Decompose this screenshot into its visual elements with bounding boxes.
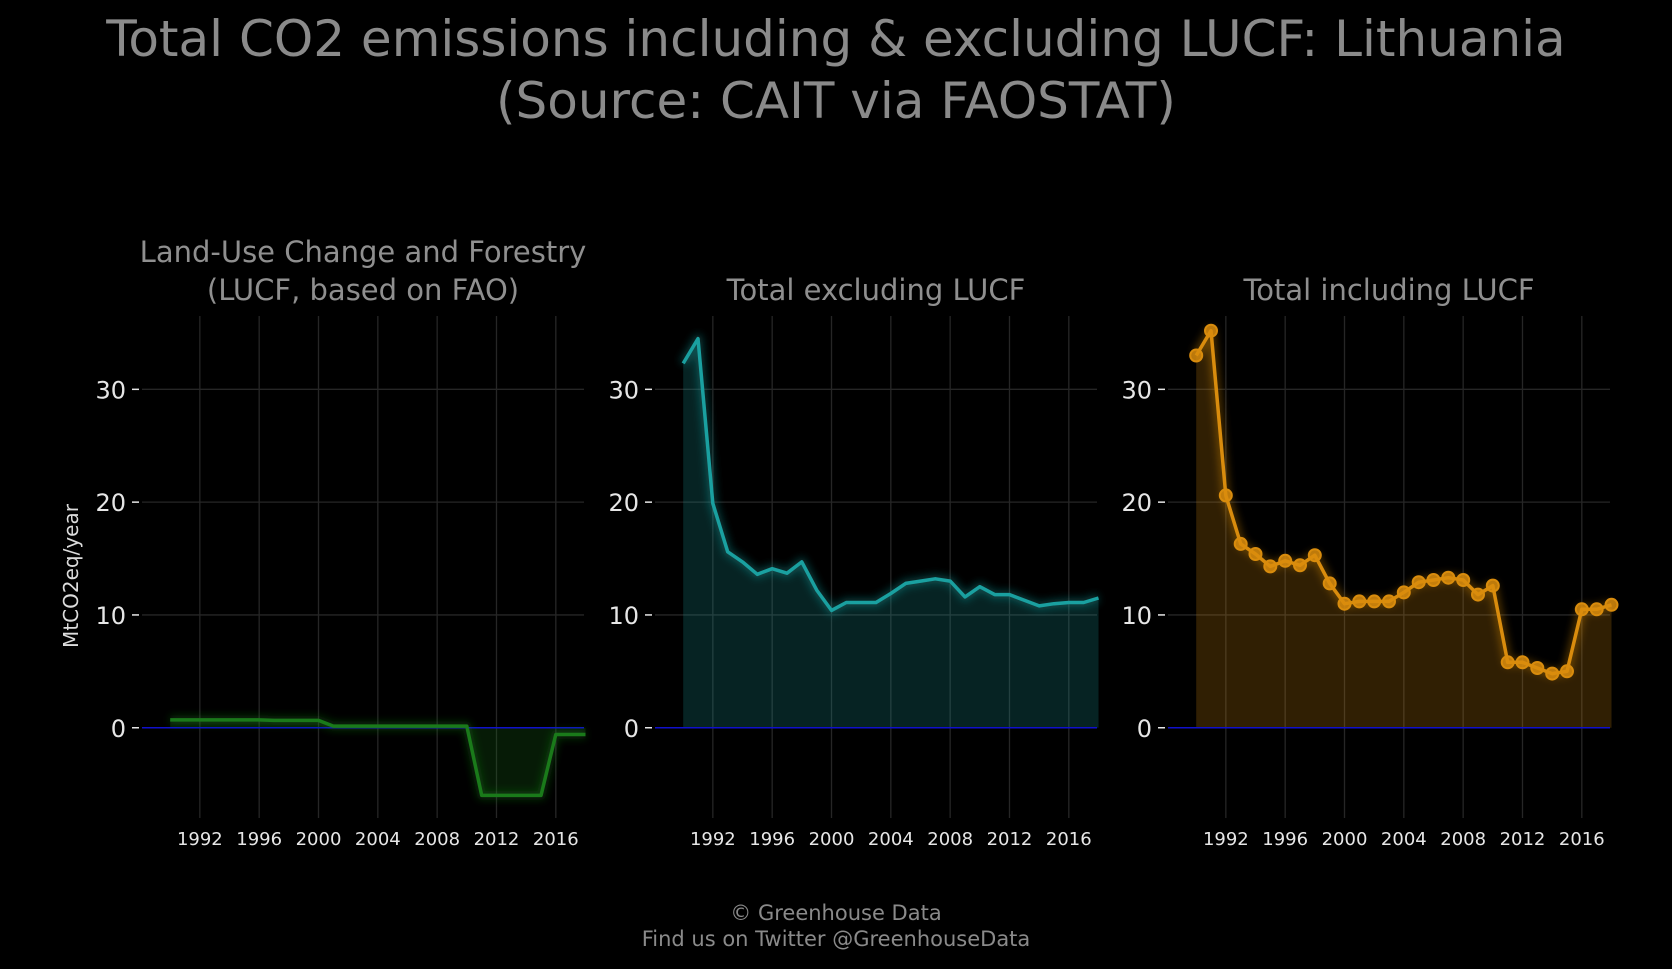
data-point [1515,655,1530,670]
x-tick-label: 2016 [533,829,579,850]
panel-title-line: Land-Use Change and Forestry [140,235,587,269]
data-point [1278,553,1293,568]
x-tick-label: 1996 [236,829,282,850]
series-line [681,336,1100,613]
data-point [1485,578,1500,593]
data-point [1307,548,1322,563]
panel-1: Land-Use Change and Forestry (LUCF, based… [95,235,586,850]
y-tick-label: 30 [608,376,639,404]
data-point [1411,575,1426,590]
data-point [1471,587,1485,602]
data-point [1233,536,1248,551]
y-tick-label: 20 [95,489,126,517]
x-tick-label: 2004 [868,829,914,850]
data-point [1456,573,1471,587]
data-point [1263,559,1278,574]
data-point [1604,597,1619,612]
data-point [1589,602,1604,617]
series-line [170,718,586,798]
footer-copyright: © Greenhouse Data [730,901,942,925]
x-tick-label: 2008 [1440,829,1486,850]
data-point [1530,661,1545,675]
x-tick-label: 2008 [927,829,973,850]
y-tick-label: 10 [95,602,126,630]
chart-title: Total CO2 emissions including & excludin… [0,8,1672,132]
y-tick-label: 0 [624,715,639,743]
y-tick-label: 30 [1121,376,1152,404]
series-area [683,338,1099,728]
data-point [1218,488,1233,503]
chart-title-line-1: Total CO2 emissions including & excludin… [106,10,1566,68]
x-tick-label: 2004 [355,829,401,850]
x-tick-label: 2012 [1500,829,1546,850]
series-area [1196,330,1612,728]
data-point [1367,594,1382,609]
panel-2: Total excluding LUCF 0 10 20 30 1992 1996 2000 2… [608,273,1100,850]
x-tick-label: 1992 [177,829,223,850]
data-point [1574,602,1589,617]
data-point [1337,596,1352,611]
x-tick-label: 2016 [1559,829,1605,850]
x-tick-label: 2000 [1322,829,1368,850]
footer-twitter: Find us on Twitter @GreenhouseData [641,927,1031,951]
data-point [1500,655,1515,670]
y-tick-label: 10 [608,602,639,630]
data-point [1382,594,1396,609]
x-tick-label: 1996 [1262,829,1308,850]
x-tick-label: 2012 [474,829,520,850]
x-tick-label: 1996 [749,829,795,850]
panel-title-line: Total including LUCF [1242,273,1534,307]
panel-title-line: Total excluding LUCF [726,273,1026,307]
x-tick-label: 2016 [1046,829,1092,850]
panel-title-line: (LUCF, based on FAO) [207,273,519,307]
data-point [1322,576,1337,591]
data-point [1352,594,1367,609]
x-tick-label: 2012 [987,829,1033,850]
panel-3: Total including LUCF 0 10 20 30 1992 1996 2000 2… [1121,273,1619,850]
data-point [1204,323,1218,338]
data-point [1396,585,1411,600]
data-point [1560,664,1574,679]
x-tick-label: 2008 [414,829,460,850]
x-tick-label: 1992 [1203,829,1249,850]
x-tick-label: 1992 [690,829,736,850]
data-point [1248,547,1263,561]
y-tick-label: 0 [1137,715,1152,743]
chart-title-line-2: (Source: CAIT via FAOSTAT) [496,72,1176,130]
data-point [1189,348,1204,363]
y-axis-label: MtCO2eq/year [59,503,83,648]
y-tick-label: 20 [1121,489,1152,517]
x-tick-label: 2000 [809,829,855,850]
x-tick-label: 2000 [296,829,342,850]
data-point [1441,570,1456,585]
y-tick-label: 0 [111,715,126,743]
data-point [1293,558,1307,573]
x-tick-label: 2004 [1381,829,1427,850]
y-tick-label: 30 [95,376,126,404]
data-point [1545,666,1560,681]
footer: © Greenhouse Data Find us on Twitter @Gr… [0,900,1672,952]
y-tick-label: 10 [1121,602,1152,630]
y-tick-label: 20 [608,489,639,517]
data-point [1426,573,1441,587]
